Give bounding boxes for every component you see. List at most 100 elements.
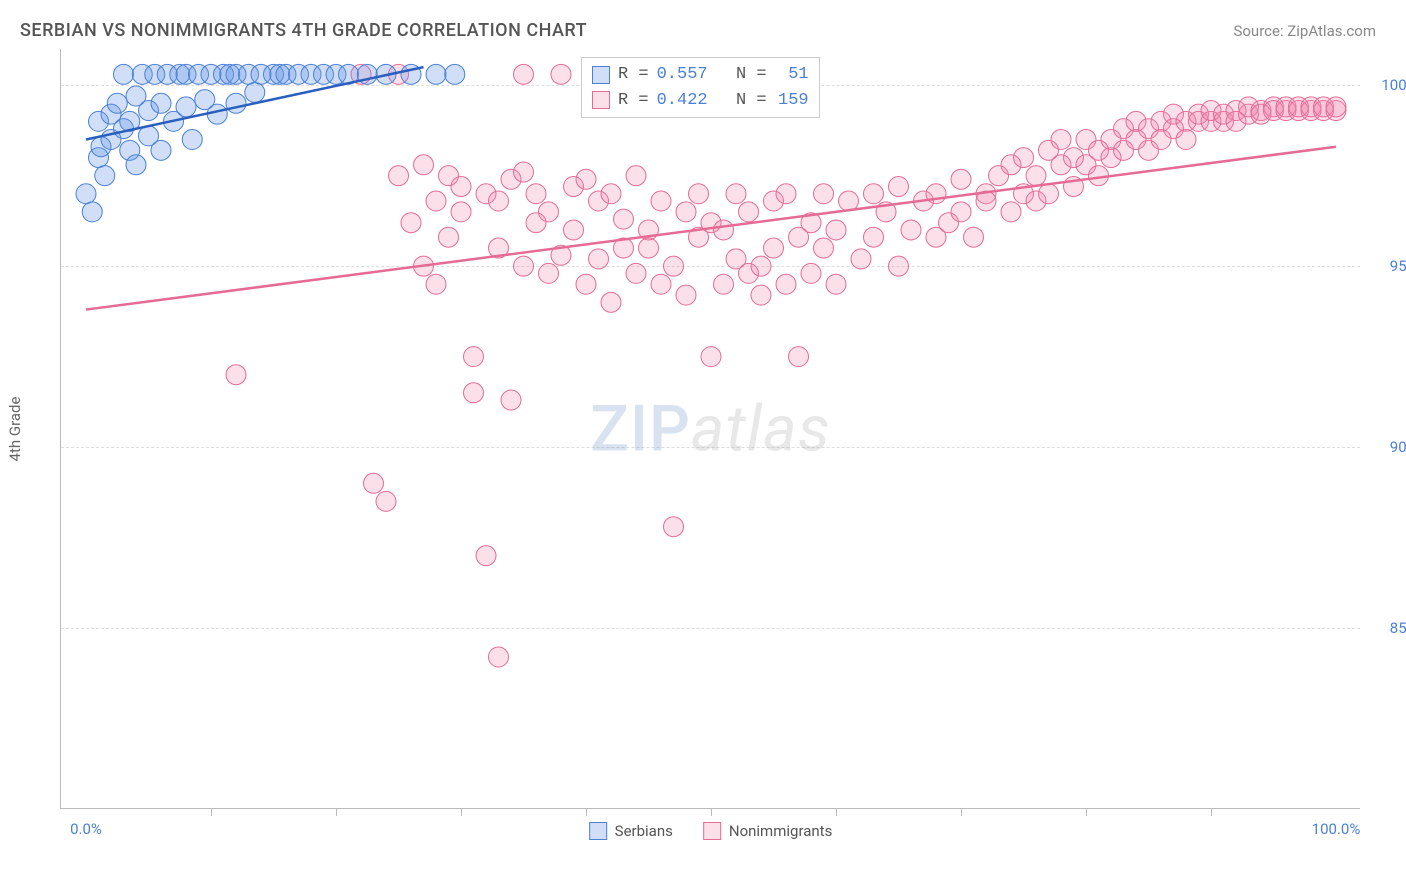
ytick-label: 95.0% <box>1370 257 1406 275</box>
data-point <box>182 129 202 149</box>
chart-title: SERBIAN VS NONIMMIGRANTS 4TH GRADE CORRE… <box>20 20 587 41</box>
data-point <box>489 647 509 667</box>
xtick <box>586 808 587 816</box>
data-point <box>426 64 446 84</box>
xtick <box>1211 808 1212 816</box>
footer-legend-serbians: Serbians <box>589 822 673 840</box>
data-point <box>964 227 984 247</box>
footer-label-serbians: Serbians <box>615 822 673 840</box>
data-point <box>526 184 546 204</box>
source-label: Source: ZipAtlas.com <box>1233 22 1376 40</box>
data-point <box>1014 148 1034 168</box>
legend-swatch-serbians <box>592 66 610 84</box>
data-point <box>476 546 496 566</box>
data-point <box>951 202 971 222</box>
data-point <box>576 169 596 189</box>
data-point <box>564 220 584 240</box>
ytick-label: 85.0% <box>1370 619 1406 637</box>
data-point <box>1001 202 1021 222</box>
data-point <box>114 64 134 84</box>
data-point <box>95 166 115 186</box>
data-point <box>576 274 596 294</box>
data-point <box>689 184 709 204</box>
data-point <box>851 249 871 269</box>
data-point <box>364 473 384 493</box>
data-point <box>626 263 646 283</box>
data-point <box>751 256 771 276</box>
footer-label-nonimmigrants: Nonimmigrants <box>729 822 832 840</box>
data-point <box>726 184 746 204</box>
xtick <box>711 808 712 816</box>
footer-swatch-nonimmigrants <box>703 822 721 840</box>
data-point <box>776 274 796 294</box>
data-point <box>639 238 659 258</box>
data-point <box>445 64 465 84</box>
data-point <box>501 390 521 410</box>
data-point <box>551 64 571 84</box>
data-point <box>539 202 559 222</box>
data-point <box>626 166 646 186</box>
data-point <box>701 347 721 367</box>
data-point <box>464 347 484 367</box>
data-point <box>151 140 171 160</box>
data-point <box>464 383 484 403</box>
ytick-label: 100.0% <box>1370 76 1406 94</box>
data-point <box>451 202 471 222</box>
data-point <box>589 249 609 269</box>
data-point <box>176 97 196 117</box>
data-point <box>789 347 809 367</box>
correlation-legend: R = 0.557 N = 51 R = 0.422 N = 159 <box>581 57 820 118</box>
data-point <box>664 517 684 537</box>
ytick-label: 90.0% <box>1370 438 1406 456</box>
footer-legend: Serbians Nonimmigrants <box>589 822 833 840</box>
xtick <box>961 808 962 816</box>
legend-row-nonimmigrants: R = 0.422 N = 159 <box>592 88 809 114</box>
data-point <box>864 227 884 247</box>
data-point <box>226 365 246 385</box>
xtick-label-right: 100.0% <box>1312 820 1361 838</box>
chart-plot-area: 4th Grade ZIPatlas R = 0.557 N = 51 R = … <box>60 49 1360 809</box>
data-point <box>651 274 671 294</box>
data-point <box>601 184 621 204</box>
xtick-label-left: 0.0% <box>70 820 102 838</box>
data-point <box>401 213 421 233</box>
data-point <box>614 209 634 229</box>
legend-row-serbians: R = 0.557 N = 51 <box>592 62 809 88</box>
data-point <box>539 263 559 283</box>
data-point <box>439 227 459 247</box>
footer-swatch-serbians <box>589 822 607 840</box>
data-point <box>864 184 884 204</box>
data-point <box>76 184 96 204</box>
data-point <box>951 169 971 189</box>
data-point <box>389 166 409 186</box>
footer-legend-nonimmigrants: Nonimmigrants <box>703 822 832 840</box>
data-point <box>514 256 534 276</box>
data-point <box>126 155 146 175</box>
data-point <box>889 177 909 197</box>
data-point <box>1326 97 1346 117</box>
data-point <box>426 274 446 294</box>
data-point <box>489 191 509 211</box>
data-point <box>901 220 921 240</box>
data-point <box>151 93 171 113</box>
data-point <box>889 256 909 276</box>
data-point <box>107 93 127 113</box>
xtick <box>336 808 337 816</box>
data-point <box>714 274 734 294</box>
data-point <box>751 285 771 305</box>
data-point <box>801 263 821 283</box>
data-point <box>676 202 696 222</box>
data-point <box>651 191 671 211</box>
data-point <box>514 162 534 182</box>
data-point <box>1176 129 1196 149</box>
data-point <box>82 202 102 222</box>
data-point <box>226 93 246 113</box>
legend-swatch-nonimmigrants <box>592 91 610 109</box>
trend-line <box>86 147 1336 310</box>
data-point <box>514 64 534 84</box>
data-point <box>764 238 784 258</box>
data-point <box>1039 184 1059 204</box>
data-point <box>376 491 396 511</box>
data-point <box>826 220 846 240</box>
data-point <box>601 292 621 312</box>
